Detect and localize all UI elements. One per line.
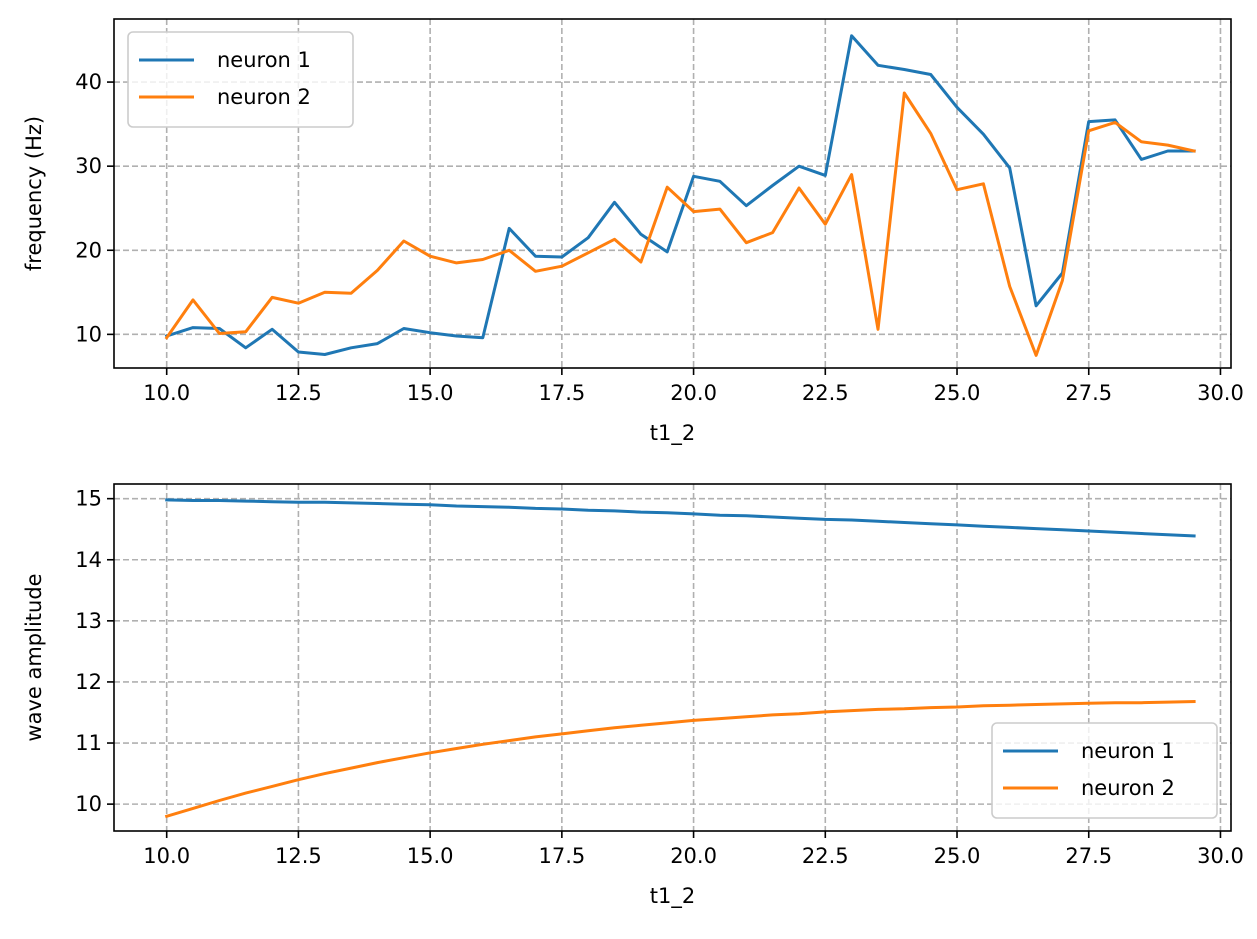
series-line-1	[164, 34, 1196, 356]
x-tick-label: 10.0	[143, 381, 190, 405]
x-tick-label: 17.5	[538, 381, 585, 405]
x-tick-label: 22.5	[802, 844, 849, 868]
y-tick-label: 12	[75, 670, 102, 694]
y-tick-label: 10	[75, 322, 102, 346]
legend-label-2: neuron 2	[1081, 776, 1175, 800]
x-axis-label: t1_2	[650, 421, 695, 446]
y-tick-label: 40	[75, 70, 102, 94]
y-axis-label: wave amplitude	[22, 573, 46, 741]
wave-amplitude-chart: 10.0 12.5 15.0 17.5 20.0 22.5 25.0 27.5 30.0 10 11…	[22, 483, 1244, 909]
legend-box	[991, 722, 1218, 819]
frequency-chart: 10.0 12.5 15.0 17.5 20.0 22.5 25.0 27.5 30.0 10 20…	[22, 18, 1244, 446]
y-tick-label: 15	[75, 487, 102, 511]
y-axis-label: frequency (Hz)	[22, 116, 46, 271]
x-tick-label: 22.5	[802, 381, 849, 405]
legend-box	[127, 31, 354, 128]
series-line-2	[164, 699, 1196, 819]
x-tick-label: 15.0	[407, 844, 454, 868]
y-tick-label: 13	[75, 609, 102, 633]
x-tick-label: 25.0	[934, 844, 981, 868]
y-tick-label: 30	[75, 154, 102, 178]
x-tick-label: 20.0	[670, 381, 717, 405]
legend-label-1: neuron 1	[217, 48, 311, 72]
y-tick-label: 14	[75, 548, 102, 572]
x-tick-label: 30.0	[1197, 381, 1244, 405]
legend-label-2: neuron 2	[217, 85, 311, 109]
y-tick-label: 10	[75, 792, 102, 816]
x-tick-label: 10.0	[143, 844, 190, 868]
x-tick-label: 27.5	[1065, 844, 1112, 868]
x-tick-label: 30.0	[1197, 844, 1244, 868]
x-tick-label: 27.5	[1065, 381, 1112, 405]
x-tick-label: 12.5	[275, 844, 322, 868]
axes-frame	[113, 18, 1232, 369]
y-tick-label: 11	[75, 731, 102, 755]
x-tick-label: 20.0	[670, 844, 717, 868]
x-tick-label: 25.0	[934, 381, 981, 405]
x-tick-label: 12.5	[275, 381, 322, 405]
series-line-1	[165, 498, 1196, 538]
axes-frame	[113, 483, 1232, 832]
x-tick-label: 17.5	[538, 844, 585, 868]
legend: neuron 1 neuron 2	[127, 31, 354, 128]
x-axis-label: t1_2	[650, 884, 695, 909]
y-tick-label: 20	[75, 238, 102, 262]
legend-label-1: neuron 1	[1081, 739, 1175, 763]
series-line-2	[164, 91, 1196, 357]
x-tick-label: 15.0	[407, 381, 454, 405]
legend: neuron 1 neuron 2	[991, 722, 1218, 819]
